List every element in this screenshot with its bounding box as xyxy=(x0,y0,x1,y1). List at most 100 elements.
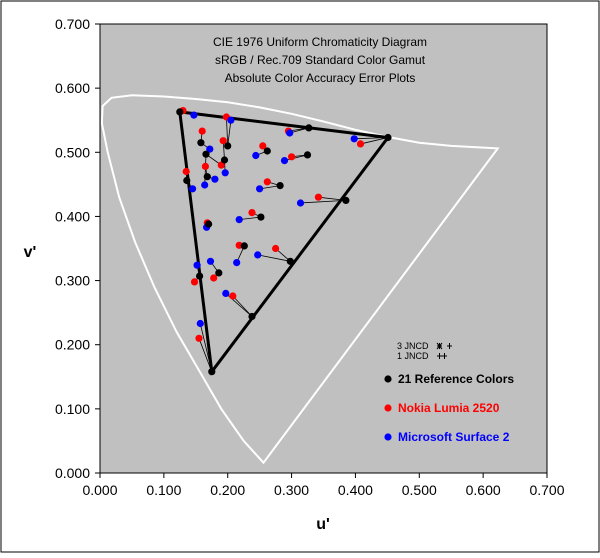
chart-title-line-1: CIE 1976 Uniform Chromaticity Diagram xyxy=(213,35,427,49)
nokia-point xyxy=(201,162,209,170)
nokia-point xyxy=(210,274,218,282)
reference-point xyxy=(240,242,248,250)
y-tick-label: 0.700 xyxy=(55,16,90,32)
legend-marker-reference xyxy=(384,375,392,383)
jncd-3-marker xyxy=(436,342,452,350)
surface-point xyxy=(206,257,215,265)
x-axis-label: u' xyxy=(316,516,330,533)
surface-point xyxy=(256,185,264,193)
reference-point xyxy=(196,272,204,280)
surface-point xyxy=(189,185,197,193)
reference-point xyxy=(342,196,350,204)
chart-title-line-2: sRGB / Rec.709 Standard Color Gamut xyxy=(215,53,426,67)
surface-point xyxy=(254,251,262,259)
nokia-point xyxy=(259,142,267,150)
surface-point xyxy=(286,129,294,137)
legend-label-reference: 21 Reference Colors xyxy=(398,372,514,386)
y-tick-label: 0.600 xyxy=(55,80,90,96)
y-tick-label: 0.300 xyxy=(55,273,90,289)
reference-point xyxy=(257,213,265,221)
legend-marker-surface xyxy=(384,433,392,441)
reference-point xyxy=(286,257,294,265)
reference-point xyxy=(220,156,229,164)
reference-point xyxy=(205,220,213,228)
reference-point xyxy=(248,312,256,321)
nokia-point xyxy=(229,292,237,300)
nokia-point xyxy=(263,178,271,186)
y-tick-label: 0.500 xyxy=(55,144,90,160)
reference-point xyxy=(176,108,184,116)
x-tick-label: 0.000 xyxy=(82,482,117,498)
error-line xyxy=(257,254,291,262)
nokia-point xyxy=(190,278,199,286)
error-line xyxy=(300,199,346,204)
surface-point xyxy=(350,135,358,143)
surface-point xyxy=(296,199,305,207)
error-line xyxy=(199,323,213,372)
surface-point xyxy=(280,157,289,165)
points-layer xyxy=(176,107,392,376)
reference-point xyxy=(203,173,211,181)
error-line xyxy=(226,116,229,146)
surface-point xyxy=(221,169,229,177)
y-tick-label: 0.200 xyxy=(55,337,90,353)
nokia-point xyxy=(288,153,296,161)
nokia-point xyxy=(219,137,227,145)
legend-label-nokia: Nokia Lumia 2520 xyxy=(398,401,500,415)
surface-point xyxy=(190,111,198,119)
reference-point xyxy=(197,139,205,147)
jncd-1-label: 1 JNCD xyxy=(397,351,429,361)
surface-point xyxy=(206,145,214,153)
error-line xyxy=(318,196,346,201)
x-tick-label: 0.400 xyxy=(338,482,373,498)
x-tick-label: 0.100 xyxy=(146,482,181,498)
reference-point xyxy=(305,124,313,132)
error-line xyxy=(227,120,232,146)
nokia-point xyxy=(314,193,322,201)
surface-point xyxy=(211,175,219,183)
nokia-point xyxy=(272,244,280,253)
nokia-point xyxy=(356,140,365,148)
y-tick-label: 0.000 xyxy=(55,465,90,481)
error-line xyxy=(232,295,253,317)
x-tick-label: 0.200 xyxy=(210,482,245,498)
y-tick-label: 0.400 xyxy=(55,208,90,224)
surface-point xyxy=(193,261,201,269)
surface-point xyxy=(235,216,243,224)
chart-title-line-3: Absolute Color Accuracy Error Plots xyxy=(225,71,416,85)
jncd-1-marker xyxy=(437,353,447,359)
surface-point xyxy=(196,319,204,328)
reference-point xyxy=(224,142,232,150)
error-line xyxy=(354,137,389,140)
jncd-3-label: 3 JNCD xyxy=(397,341,429,351)
error-line xyxy=(198,338,213,372)
gamut-triangle xyxy=(178,110,391,376)
nokia-point xyxy=(198,127,206,135)
reference-point xyxy=(215,269,223,277)
legend-label-surface: Microsoft Surface 2 xyxy=(398,430,510,444)
nokia-point xyxy=(182,167,190,176)
x-tick-label: 0.300 xyxy=(274,482,309,498)
reference-point xyxy=(303,151,312,159)
y-axis-ticks: 0.000 0.100 0.200 0.300 0.400 0.500 0.600 0.700 xyxy=(55,16,100,481)
x-axis-ticks: 0.000 0.100 0.200 0.300 0.400 0.500 0.600 0.700 xyxy=(82,473,565,498)
legend-marker-nokia xyxy=(384,404,392,412)
surface-point xyxy=(227,116,235,124)
gamut-layer xyxy=(178,110,391,376)
reference-point xyxy=(263,147,271,155)
surface-point xyxy=(201,181,209,189)
plot-area xyxy=(99,23,548,474)
surface-point xyxy=(252,151,260,160)
y-tick-label: 0.100 xyxy=(55,401,90,417)
error-line xyxy=(239,216,261,221)
x-tick-label: 0.500 xyxy=(402,482,437,498)
y-axis-label: v' xyxy=(24,244,37,261)
nokia-point xyxy=(195,334,203,342)
error-line xyxy=(360,137,389,145)
reference-point xyxy=(208,368,216,376)
surface-point xyxy=(222,289,230,297)
reference-point xyxy=(183,176,191,185)
surface-point xyxy=(233,259,241,267)
